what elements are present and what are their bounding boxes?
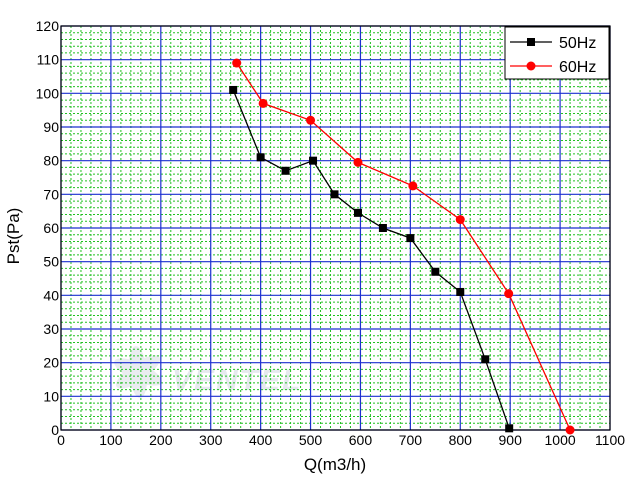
- y-tick-label: 110: [37, 52, 60, 68]
- data-point: [229, 85, 238, 94]
- data-point: [309, 156, 318, 165]
- x-tick-label: 600: [349, 432, 373, 448]
- y-tick-label: 30: [43, 321, 59, 337]
- y-axis-label: Pst(Pa): [4, 208, 23, 265]
- legend-marker: [526, 61, 536, 71]
- y-tick-label: 70: [43, 186, 59, 202]
- x-tick-label: 400: [249, 432, 273, 448]
- y-tick-label: 20: [43, 355, 59, 371]
- y-tick-labels: 0 10 20 30 40 50 60 70 80 90 100 110 120: [36, 18, 60, 438]
- x-tick-label: 700: [399, 432, 423, 448]
- x-tick-label: 500: [299, 432, 323, 448]
- data-point: [353, 208, 362, 217]
- legend: 50Hz 60Hz: [504, 26, 610, 80]
- y-tick-label: 40: [43, 287, 59, 303]
- legend-label: 50Hz: [559, 35, 596, 52]
- data-point: [505, 424, 514, 433]
- plot-frame: [60, 25, 611, 431]
- x-tick-labels: 0 100 200 300 400 500 600 700 800 900 1000 1100: [57, 432, 625, 448]
- x-tick-label: 800: [449, 432, 473, 448]
- y-tick-label: 50: [43, 254, 59, 270]
- series-60hz: [232, 58, 575, 435]
- data-point: [353, 157, 363, 167]
- series-line: [236, 62, 571, 431]
- x-tick-label: 1000: [545, 432, 576, 448]
- y-tick-label: 10: [43, 388, 59, 404]
- x-axis-label: Q(m3/h): [304, 455, 366, 474]
- data-point: [455, 215, 465, 225]
- data-point: [408, 181, 418, 191]
- data-point: [256, 153, 265, 162]
- data-point: [565, 425, 575, 435]
- data-point: [481, 355, 490, 364]
- x-tick-label: 100: [99, 432, 123, 448]
- x-tick-label: 900: [499, 432, 523, 448]
- y-tick-label: 80: [43, 153, 59, 169]
- legend-marker: [527, 38, 535, 46]
- legend-label: 60Hz: [559, 59, 596, 76]
- y-tick-label: 100: [36, 85, 60, 101]
- x-tick-label: 1100: [595, 432, 625, 448]
- data-point: [232, 58, 242, 68]
- data-point: [258, 98, 268, 108]
- series-layer: [229, 58, 575, 435]
- y-tick-label: 0: [51, 422, 59, 438]
- data-point: [281, 166, 290, 175]
- series-50hz: [229, 85, 514, 433]
- y-tick-label: 120: [36, 18, 60, 34]
- data-point: [330, 190, 339, 199]
- y-tick-label: 60: [43, 220, 59, 236]
- data-point: [504, 289, 514, 299]
- y-tick-label: 90: [43, 119, 59, 135]
- data-point: [456, 287, 465, 296]
- data-point: [431, 267, 440, 276]
- x-tick-label: 0: [57, 432, 65, 448]
- series-line: [232, 89, 510, 429]
- data-point: [378, 224, 387, 232]
- legend-box: [504, 26, 610, 80]
- data-point: [306, 115, 316, 125]
- x-tick-label: 200: [149, 432, 173, 448]
- x-tick-label: 300: [199, 432, 223, 448]
- fan-blade-icon: [114, 346, 162, 398]
- data-point: [406, 234, 415, 243]
- watermark-logo: VENTEL: [114, 346, 300, 398]
